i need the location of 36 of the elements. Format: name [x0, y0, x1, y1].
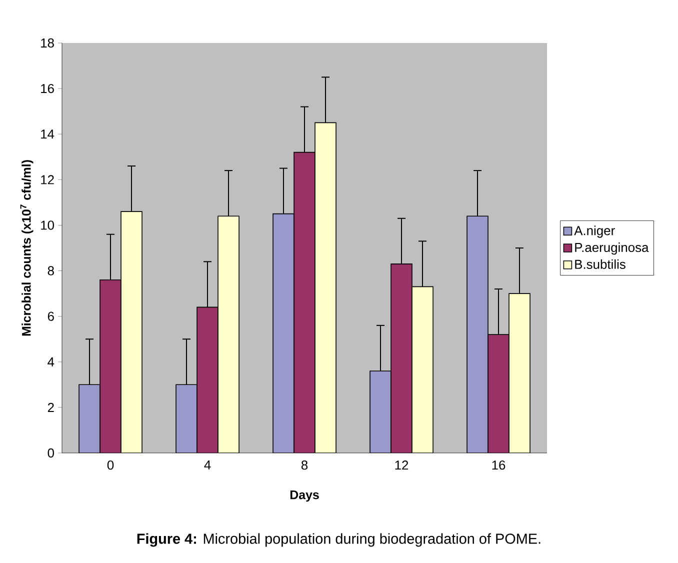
x-axis-title: Days — [290, 490, 319, 502]
bar — [466, 216, 488, 453]
bar — [294, 152, 316, 453]
y-tick-label: 6 — [48, 312, 54, 321]
bar — [218, 216, 240, 453]
y-tick-label: 14 — [41, 130, 54, 139]
y-axis-title: Microbial counts (x10$^{7}$ cfu/ml) — [20, 160, 34, 336]
bar — [390, 264, 412, 453]
y-tick-label: 4 — [48, 357, 54, 366]
bar — [196, 306, 218, 453]
bar — [272, 213, 294, 453]
x-tick-label: 12 — [395, 460, 408, 470]
bar — [412, 286, 434, 453]
bar — [488, 334, 510, 453]
bar — [314, 122, 336, 453]
y-tick-label: 0 — [48, 448, 54, 458]
y-tick-label: 2 — [48, 402, 54, 412]
legend-label: A.niger — [574, 226, 615, 238]
y-tick-label: 16 — [41, 84, 54, 94]
x-tick-label: 4 — [204, 460, 211, 470]
bar — [176, 384, 198, 453]
y-tick-label: 18 — [41, 38, 54, 48]
legend-label: B.subtilis — [575, 259, 626, 269]
bar — [78, 384, 100, 453]
bar — [508, 293, 530, 453]
bar — [370, 370, 392, 453]
bar — [100, 279, 122, 453]
bar — [120, 211, 142, 453]
y-tick-label: 12 — [41, 175, 54, 184]
y-tick-label: 8 — [48, 266, 54, 276]
x-tick-label: 0 — [107, 460, 114, 470]
legend-label: P.aeruginosa — [575, 242, 649, 255]
y-tick-label: 10 — [41, 220, 54, 230]
text: Figure 4: Microbial population during biodegradation of POME. — [137, 533, 540, 547]
x-tick-label: 8 — [301, 460, 308, 470]
x-tick-label: 16 — [492, 460, 506, 470]
